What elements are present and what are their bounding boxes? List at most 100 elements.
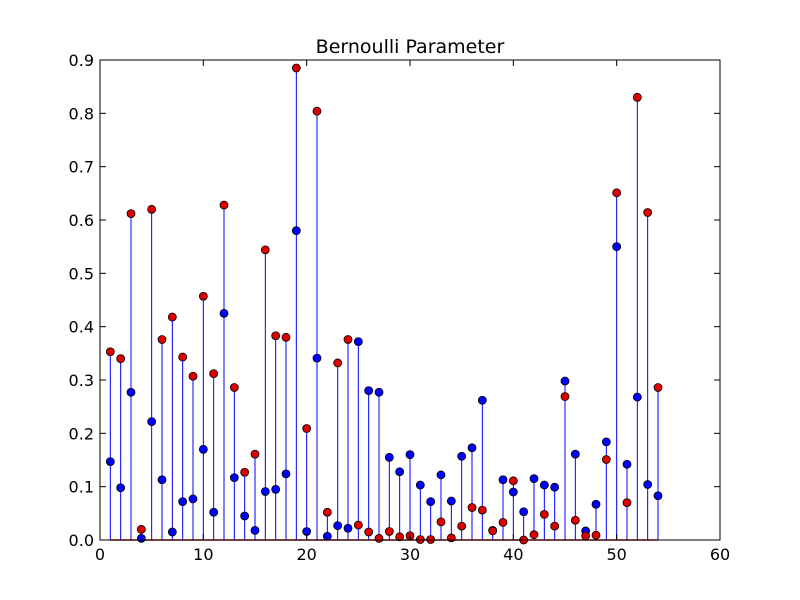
series-1-point (519, 507, 529, 517)
series-1-point (157, 475, 167, 485)
series-2-point (302, 424, 312, 433)
series-1-point (147, 417, 157, 427)
series-2-point (157, 335, 167, 344)
series-1-point (632, 392, 642, 402)
series-1-point (384, 452, 394, 462)
x-tick-label: 30 (400, 545, 420, 564)
series-2-point (178, 352, 188, 362)
series-2-point (415, 535, 425, 544)
series-1-point (188, 494, 198, 504)
series-2-point (601, 455, 611, 464)
series-2-point (271, 331, 281, 341)
series-1-point (415, 480, 425, 490)
series-1-point (560, 376, 570, 386)
series-1-point (436, 470, 446, 480)
y-axis: 0.0 0.1 0.2 0.3 0.4 0.5 0.6 0.7 0.8 0.9 (69, 51, 720, 550)
series-1-point (498, 475, 508, 485)
series-1-point (198, 444, 208, 454)
series-2-point (622, 498, 632, 508)
series-2-point (488, 526, 498, 536)
series-2-point (643, 208, 653, 217)
series-1-point (167, 527, 177, 537)
series-1-point (364, 386, 374, 396)
series-1-point (529, 474, 539, 484)
markers-layer (105, 63, 663, 545)
series-1-point (353, 337, 363, 347)
series-2-point (384, 527, 394, 536)
y-tick-label: 0.1 (69, 478, 94, 497)
series-1-point (601, 437, 611, 447)
series-2-point (209, 369, 219, 379)
series-1-point (591, 499, 601, 509)
series-1-point (178, 497, 188, 507)
series-1-point (105, 457, 115, 467)
series-2-point (260, 245, 270, 255)
y-tick-label: 0.0 (69, 531, 94, 550)
series-1-point (322, 531, 332, 541)
series-1-point (508, 487, 518, 497)
series-1-point (209, 507, 219, 517)
series-1-point (622, 459, 632, 469)
x-tick-label: 0 (95, 545, 105, 564)
stems-layer (109, 68, 659, 540)
series-1-point (374, 387, 384, 397)
series-2-point (508, 476, 518, 486)
series-2-point (570, 515, 580, 525)
y-tick-label: 0.9 (69, 51, 94, 70)
series-2-point (116, 354, 126, 364)
series-2-point (560, 392, 570, 401)
series-1-point (405, 450, 415, 460)
series-2-point (291, 63, 301, 73)
series-2-point (477, 505, 487, 515)
series-2-point (498, 518, 508, 527)
series-2-point (446, 533, 456, 543)
series-2-point (126, 209, 136, 219)
series-2-point (188, 371, 198, 381)
series-1-point (229, 473, 239, 483)
series-1-point (477, 395, 487, 405)
y-tick-label: 0.3 (69, 371, 94, 390)
series-2-point (105, 347, 115, 357)
x-tick-label: 60 (710, 545, 730, 564)
series-1-point (643, 480, 653, 489)
chart-title: Bernoulli Parameter (316, 36, 505, 58)
series-2-point (612, 188, 622, 198)
series-1-point (312, 353, 322, 363)
series-1-point (250, 526, 260, 535)
series-1-point (467, 443, 477, 453)
y-tick-label: 0.8 (69, 104, 94, 123)
series-2-point (364, 527, 374, 537)
series-2-point (198, 291, 208, 301)
series-2-point (539, 510, 549, 519)
series-1-point (136, 534, 146, 543)
series-1-point (539, 480, 549, 490)
series-1-point (653, 491, 663, 501)
series-2-point (219, 200, 229, 210)
series-2-point (240, 467, 250, 477)
x-tick-label: 20 (296, 545, 316, 564)
series-2-point (281, 332, 291, 342)
series-1-point (126, 387, 136, 397)
series-1-point (333, 521, 343, 530)
series-1-point (271, 484, 281, 494)
series-2-point (457, 521, 467, 531)
series-2-point (436, 517, 446, 527)
x-tick-label: 50 (606, 545, 626, 564)
series-1-point (446, 496, 456, 506)
x-tick-label: 40 (503, 545, 523, 564)
series-2-point (632, 92, 642, 102)
x-axis: 0 10 20 30 40 50 60 (95, 60, 730, 564)
series-1-point (550, 482, 560, 492)
series-2-point (322, 507, 332, 517)
series-1-point (457, 451, 467, 461)
series-2-point (229, 383, 239, 392)
series-2-point (529, 530, 539, 540)
series-1-point (570, 449, 580, 459)
series-2-point (167, 312, 177, 322)
series-1-point (426, 497, 436, 507)
series-1-point (219, 308, 229, 318)
series-2-point (550, 521, 560, 531)
series-2-point (591, 530, 601, 540)
series-2-point (333, 358, 343, 368)
series-2-point (353, 520, 363, 530)
